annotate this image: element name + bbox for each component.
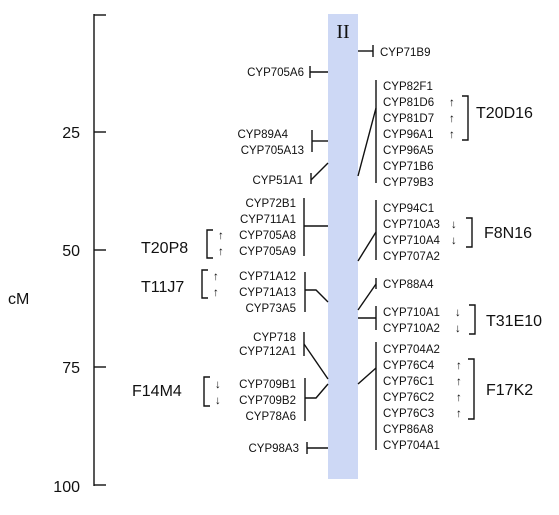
gene-cyp76c3: CYP76C3 [383, 408, 434, 420]
cm-axis: 25 50 75 100 cM [8, 14, 106, 496]
gene-cyp81d6: CYP81D6 [383, 97, 434, 109]
gene-cyp704a1: CYP704A1 [383, 440, 440, 452]
arrow-up-cyp705a8: ↑ [218, 230, 224, 242]
gene-cyp72b1: CYP72B1 [245, 198, 296, 210]
axis-unit-label: cM [8, 291, 29, 308]
axis-tick-label-25: 25 [62, 125, 80, 142]
chromosome-bar [328, 14, 358, 479]
arrow-down-cyp710a2: ↓ [455, 323, 461, 335]
gene-cyp705a9: CYP705A9 [239, 246, 296, 258]
cluster-f14m4: F14M4 [132, 383, 182, 400]
gene-cyp705a6: CYP705A6 [247, 67, 304, 79]
arrow-up-cyp81d6: ↑ [449, 97, 455, 109]
cluster-t31e10: T31E10 [486, 313, 542, 330]
arrow-up-cyp76c4: ↑ [456, 360, 462, 372]
gene-cyp705a8: CYP705A8 [239, 230, 296, 242]
arrow-up-cyp76c2: ↑ [456, 392, 462, 404]
arrow-down-cyp710a3: ↓ [451, 219, 457, 231]
gene-cyp710a1: CYP710A1 [383, 307, 440, 319]
gene-cyp71a13: CYP71A13 [239, 287, 296, 299]
arrow-down-cyp709b1: ↓ [215, 379, 221, 391]
arrow-down-cyp709b2: ↓ [215, 395, 221, 407]
right-side-genes: CYP71B9 CYP82F1 CYP81D6 CYP81D7 CYP96A1 … [357, 45, 542, 452]
cluster-t20d16: T20D16 [476, 105, 533, 122]
axis-tick-label-100: 100 [53, 479, 80, 496]
chromosome-label: II [336, 21, 349, 43]
arrow-up-cyp96a1: ↑ [449, 129, 455, 141]
axis-tick-label-50: 50 [62, 243, 80, 260]
gene-cyp709b2: CYP709B2 [239, 395, 296, 407]
arrow-up-cyp71a12: ↑ [213, 271, 219, 283]
gene-cyp73a5: CYP73A5 [245, 303, 296, 315]
gene-cyp98a3: CYP98A3 [248, 443, 299, 455]
cluster-t20p8: T20P8 [141, 240, 188, 257]
gene-cyp86a8: CYP86A8 [383, 424, 434, 436]
gene-cyp76c4: CYP76C4 [383, 360, 435, 372]
gene-cyp710a2: CYP710A2 [383, 323, 440, 335]
gene-cyp710a3: CYP710A3 [383, 219, 440, 231]
gene-cyp705a13: CYP705A13 [241, 145, 304, 157]
arrow-down-cyp710a4: ↓ [451, 235, 457, 247]
gene-cyp96a5: CYP96A5 [383, 145, 434, 157]
gene-cyp71b6: CYP71B6 [383, 161, 434, 173]
arrow-down-cyp710a1: ↓ [455, 307, 461, 319]
gene-cyp89a4: CYP89A4 [237, 129, 288, 141]
gene-cyp711a1: CYP711A1 [240, 214, 296, 226]
gene-cyp79b3: CYP79B3 [383, 177, 434, 189]
gene-cyp707a2: CYP707A2 [383, 251, 440, 263]
axis-tick-label-75: 75 [62, 360, 80, 377]
arrow-up-cyp76c1: ↑ [456, 376, 462, 388]
gene-cyp71a12: CYP71A12 [239, 271, 296, 283]
gene-cyp709b1: CYP709B1 [239, 379, 296, 391]
gene-cyp704a2: CYP704A2 [383, 344, 440, 356]
gene-cyp71b9: CYP71B9 [380, 47, 431, 59]
arrow-up-cyp81d7: ↑ [449, 113, 455, 125]
gene-cyp76c2: CYP76C2 [383, 392, 434, 404]
cluster-f8n16: F8N16 [484, 225, 532, 242]
arrow-up-cyp71a13: ↑ [213, 287, 219, 299]
gene-cyp81d7: CYP81D7 [383, 113, 434, 125]
gene-cyp718: CYP718 [253, 332, 296, 344]
gene-cyp710a4: CYP710A4 [383, 235, 441, 247]
gene-cyp712a1: CYP712A1 [239, 346, 296, 358]
cluster-t11j7: T11J7 [141, 279, 184, 296]
gene-cyp94c1: CYP94C1 [383, 203, 434, 215]
gene-cyp82f1: CYP82F1 [383, 81, 433, 93]
gene-cyp88a4: CYP88A4 [383, 279, 434, 291]
arrow-up-cyp705a9: ↑ [218, 246, 224, 258]
gene-cyp96a1: CYP96A1 [383, 129, 434, 141]
cluster-f17k2: F17K2 [486, 382, 533, 399]
gene-cyp76c1: CYP76C1 [383, 376, 434, 388]
gene-cyp51a1: CYP51A1 [252, 175, 303, 187]
gene-cyp78a6: CYP78A6 [245, 411, 296, 423]
arrow-up-cyp76c3: ↑ [456, 408, 462, 420]
left-side-genes: CYP705A6 CYP89A4 CYP705A13 CYP51A1 CYP72… [132, 66, 329, 455]
